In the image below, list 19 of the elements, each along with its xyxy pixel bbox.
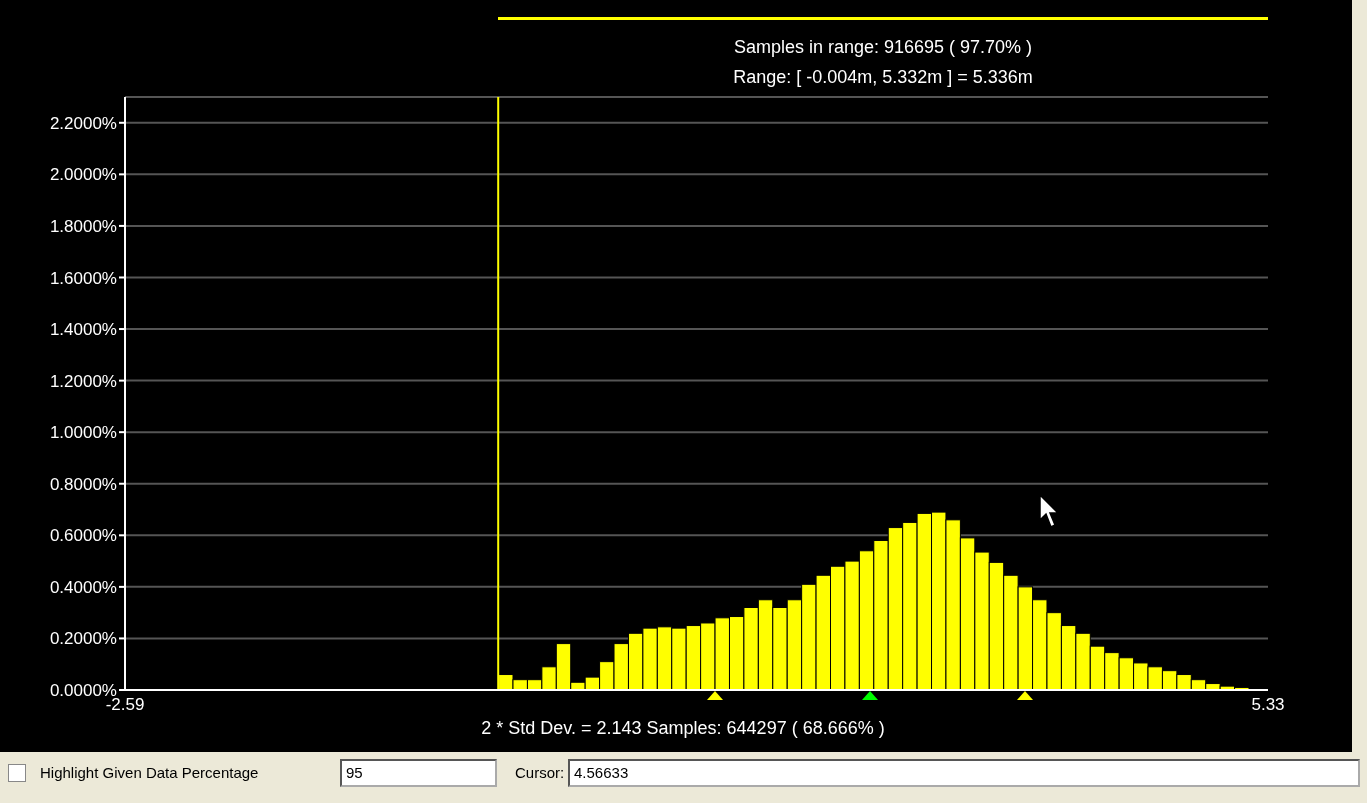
- y-tick-label: 0.4000%: [49, 577, 117, 597]
- text-field: 4.56633: [568, 759, 1360, 787]
- x-tick-label: 5.33: [1251, 695, 1285, 715]
- y-tick-label: 2.2000%: [49, 113, 117, 133]
- y-tick-label: 1.0000%: [49, 423, 117, 443]
- y-tick-label: 0.8000%: [49, 474, 117, 494]
- y-tick-label: 1.2000%: [49, 371, 117, 391]
- text: Highlight Given Data Percentage: [40, 764, 259, 781]
- y-tick-label: 1.8000%: [49, 216, 117, 236]
- chart-title: Samples in range: 916695 ( 97.70% ): [732, 36, 1034, 59]
- y-tick-label: 2.0000%: [49, 165, 117, 185]
- y-tick-label: 0.2000%: [49, 629, 117, 649]
- text-field: 95: [340, 759, 497, 787]
- x-axis-title: 2 * Std Dev. = 2.143 Samples: 644297 ( 68.666% ): [480, 718, 886, 739]
- text: Cursor:: [515, 764, 565, 781]
- y-tick-label: 1.6000%: [49, 268, 117, 288]
- chart-subtitle: Range: [ -0.004m, 5.332m ] = 5.336m: [732, 66, 1034, 89]
- y-tick-label: 1.4000%: [49, 320, 117, 340]
- y-tick-label: 0.6000%: [49, 526, 117, 546]
